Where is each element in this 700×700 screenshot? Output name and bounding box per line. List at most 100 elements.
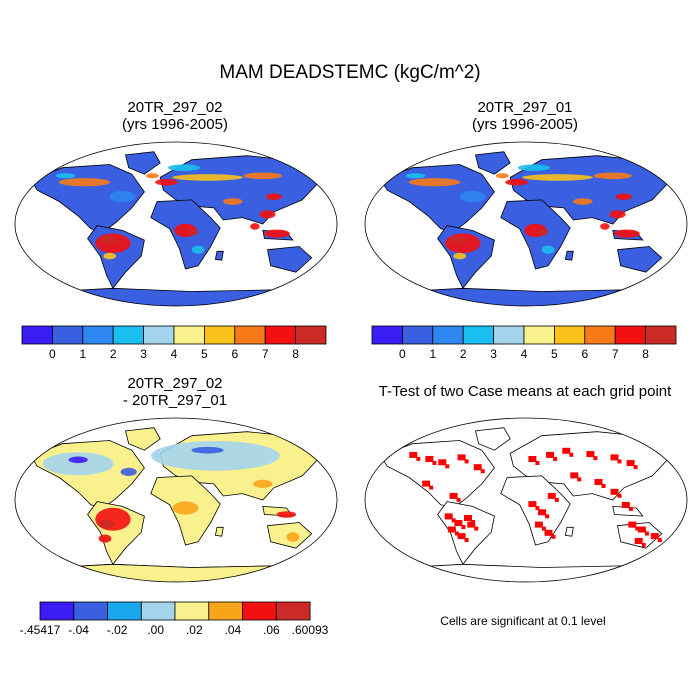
colorbar-tick-label: -.45417 [20,623,61,637]
significant-cell [422,480,431,487]
value-patch [517,164,551,171]
value-patch [593,172,633,180]
value-patch [264,229,290,238]
significant-cell [456,497,461,502]
value-patch [172,174,244,181]
colorbar-tick-label: 3 [140,347,147,361]
value-patch [573,198,593,205]
landmass-greenland [475,427,511,451]
significant-cell [467,521,476,528]
colorbar-swatch [140,601,176,621]
significant-cell [610,488,619,495]
colorbar-swatch [39,601,75,621]
value-patch [405,173,426,179]
significant-cell [474,526,479,531]
colorbar-tick-label: 2 [110,347,117,361]
map-border [364,141,688,307]
significant-cell [610,454,619,461]
value-patch [609,210,626,219]
colorbar-tick-label: .60093 [292,623,329,637]
significant-cell [464,515,472,521]
significant-cell [480,469,485,474]
value-patch [58,178,111,187]
value-patch [541,245,555,254]
landmass-australia [267,246,313,273]
landmass-antarctica [374,563,678,582]
colorbar-tick-label: 5 [551,347,558,361]
value-patch [253,479,273,488]
significant-cell [409,451,418,458]
colorbar-tick-label: 2 [460,347,467,361]
value-patch [265,193,282,200]
colorbar-tick-label: .02 [186,623,203,637]
value-patch [538,228,549,236]
value-patch [614,229,640,238]
value-patch [95,507,131,531]
significant-cell [553,456,558,461]
panel-title-case1-line2: (yrs 1996-2005) [122,116,228,133]
significant-cell [554,497,559,502]
colorbar-tick-label: 0 [49,347,56,361]
map-ttest [364,417,688,583]
colorbar-tick-label: 1 [429,347,436,361]
significant-cell [445,464,450,469]
significant-cell [570,472,579,479]
value-patch [188,228,199,236]
colorbar-tick-label: 0 [399,347,406,361]
figure-title: MAM DEADSTEMC (kgC/m^2) [219,62,481,83]
colorbar-tick-label: 7 [612,347,619,361]
colorbar-swatch [493,325,525,345]
significant-cell [528,456,537,462]
significant-cell [586,451,595,458]
significant-cell [451,518,456,523]
panel-title-case2-line2: (yrs 1996-2005) [472,116,578,133]
landmass-antarctica-overlay [24,563,328,582]
significant-cell [454,520,463,526]
landmass-australia [617,246,663,273]
significant-cell [461,525,466,529]
colorbar-swatch [21,325,53,345]
significant-cell [628,506,633,511]
colorbar-case2: 0 1 2 3 4 5 6 7 8 [371,325,677,361]
map-border [14,141,338,307]
significant-cell [569,452,574,457]
significant-cell [617,493,622,498]
colorbar-swatch [295,325,327,345]
significant-cell [547,492,556,499]
colorbar-tick-label: 3 [490,347,497,361]
value-patch [259,210,276,219]
significant-cell [657,538,662,543]
significant-cell [637,526,646,533]
colorbar-tick-label: -.02 [107,623,128,637]
significant-cell [551,534,556,539]
significant-cell [457,533,466,540]
significant-cell [464,459,469,464]
map-border [14,417,338,583]
significant-cell [438,459,447,466]
value-patch [600,223,610,230]
colorbar-tick-label: 7 [262,347,269,361]
panel-title-case1: 20TR_297_02 (yrs 1996-2005) [25,99,325,133]
map-case2 [364,141,688,307]
colorbar-swatch [242,601,277,621]
colorbar-swatch [371,325,403,345]
colorbar-swatch [264,325,297,345]
value-patch [167,164,200,171]
landmass-greenland [125,151,161,175]
significant-cell [644,531,649,536]
colorbar-tick-label: 8 [642,347,649,361]
value-patch [145,173,159,179]
map-diff [14,417,338,583]
landmass-madagascar [564,526,574,537]
colorbar-swatch [614,325,647,345]
value-patch [522,174,593,181]
colorbar-tick-label: 6 [581,347,588,361]
significant-cell [538,509,547,516]
significant-cell [449,492,458,499]
significant-cell [633,465,638,470]
significant-cell [535,461,540,465]
significant-cell [593,456,598,461]
colorbar-swatch [208,601,244,621]
significant-cell [562,447,571,454]
significant-cell [473,464,482,471]
